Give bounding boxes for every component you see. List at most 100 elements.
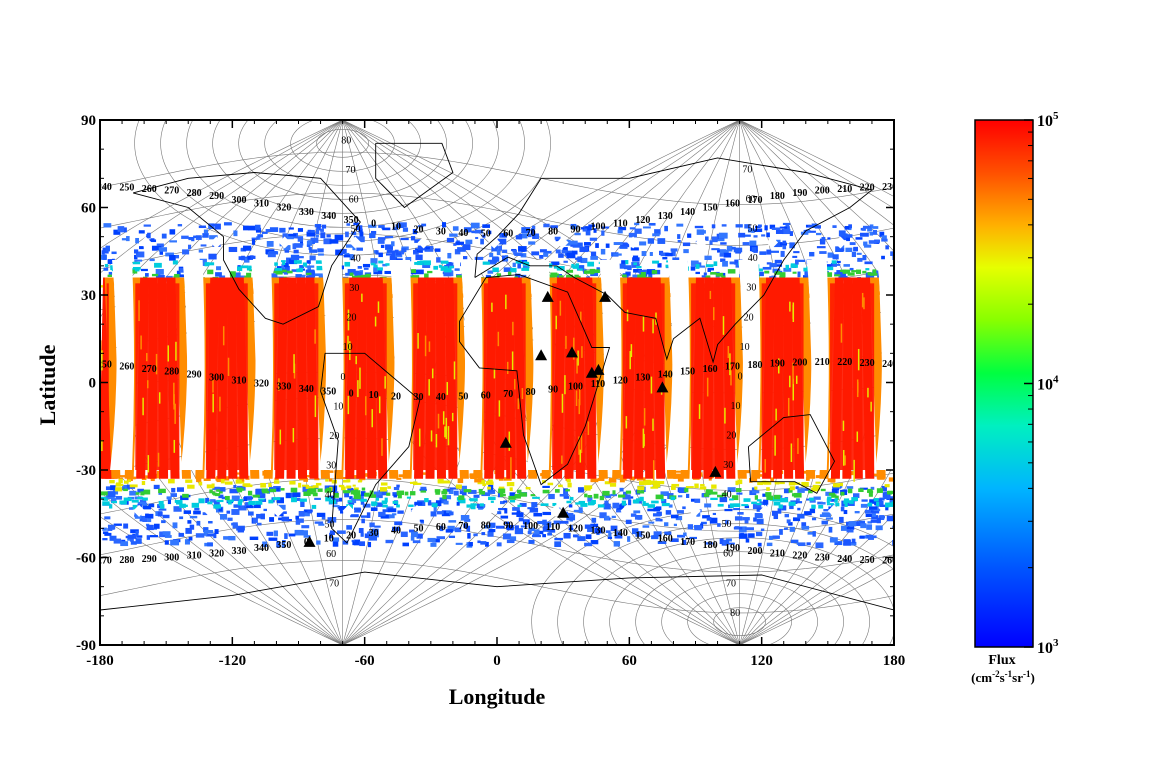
coverage-hole (417, 236, 430, 249)
flux-streak (222, 326, 225, 346)
flux-mid-cell (778, 504, 783, 509)
flux-streak (792, 378, 795, 401)
flux-mid-cell (102, 498, 109, 501)
lat-label-east: 60 (746, 194, 756, 205)
flux-low-cell (321, 224, 327, 229)
grid-parallel (160, 120, 525, 242)
flux-low-cell (251, 238, 256, 245)
flux-low-cell (497, 238, 507, 245)
flux-low-cell (347, 268, 356, 274)
flux-low-cell (735, 263, 741, 268)
flux-low-cell (444, 488, 451, 492)
flux-streak (512, 321, 514, 336)
flux-low-cell (801, 522, 807, 529)
flux-mid-cell (590, 478, 599, 483)
flux-low-cell (297, 228, 304, 232)
track-label-upper: 120 (635, 215, 650, 226)
flux-mid-cell (758, 474, 763, 477)
flux-low-cell (121, 484, 130, 490)
lat-label-west: 60 (326, 549, 336, 560)
flux-mid-cell (396, 504, 400, 508)
flux-mid-cell (815, 481, 821, 484)
flux-low-cell (797, 488, 805, 493)
coverage-hole (695, 236, 708, 249)
track-label-lower: 10 (324, 534, 334, 545)
flux-low-cell (427, 537, 436, 543)
flux-low-cell (527, 233, 532, 238)
flux-streak (175, 341, 177, 361)
flux-low-cell (370, 507, 378, 511)
flux-low-cell (266, 531, 274, 536)
flux-streak (278, 378, 280, 391)
flux-mid-cell (191, 502, 200, 508)
lat-label-west: 80 (341, 135, 351, 146)
flux-low-cell (764, 225, 768, 231)
flux-low-cell (590, 523, 599, 528)
flux-low-cell (352, 246, 356, 251)
x-tick-label: 180 (883, 653, 906, 669)
flux-low-cell (738, 526, 747, 533)
flux-mid-cell (224, 481, 233, 485)
flux-low-cell (488, 230, 492, 235)
flux-streak (565, 335, 567, 349)
track-label-equator: 140 (658, 370, 673, 381)
flux-low-cell (580, 227, 585, 230)
flux-low-cell (212, 486, 220, 490)
flux-mid-cell (503, 477, 512, 481)
flux-streak (359, 367, 361, 389)
flux-streak (564, 375, 566, 395)
coverage-gap (597, 260, 622, 470)
colorbar-title: Flux (988, 653, 1015, 668)
flux-low-cell (382, 263, 388, 267)
track-label-equator: 40 (436, 392, 446, 403)
flux-low-cell (384, 270, 392, 274)
flux-mid-cell (458, 495, 465, 500)
flux-low-cell (549, 528, 556, 533)
flux-low-cell (828, 526, 833, 533)
flux-low-cell (694, 225, 704, 229)
flux-mid-cell (652, 260, 660, 264)
flux-low-cell (770, 250, 779, 253)
flux-mid-cell (111, 500, 118, 504)
flux-low-cell (223, 536, 232, 540)
flux-mid-cell (137, 496, 144, 500)
flux-low-cell (639, 241, 647, 246)
flux-streak (650, 376, 653, 394)
flux-mid-cell (566, 478, 571, 483)
track-label-upper: 280 (187, 188, 202, 199)
flux-low-cell (617, 229, 623, 234)
flux-low-cell (542, 519, 547, 526)
flux-low-cell (653, 506, 661, 512)
flux-low-cell (511, 512, 520, 515)
flux-mid-cell (118, 475, 127, 478)
track-label-lower: 40 (391, 526, 401, 537)
flux-mid-cell (737, 479, 743, 485)
grid-meridian (100, 120, 343, 645)
flux-mid-cell (478, 488, 483, 493)
flux-streak (578, 436, 580, 455)
flux-low-cell (497, 511, 502, 515)
flux-low-cell (712, 512, 717, 516)
flux-mid-cell (566, 275, 574, 279)
flux-mid-cell (554, 489, 560, 493)
flux-low-cell (229, 489, 239, 494)
flux-low-cell (462, 244, 471, 251)
lat-label-west: 50 (325, 520, 335, 531)
flux-mid-cell (440, 260, 449, 264)
flux-low-cell (305, 269, 315, 275)
flux-low-cell (623, 493, 628, 496)
track-label-equator: 350 (321, 387, 336, 398)
flux-low-cell (134, 259, 143, 262)
flux-low-cell (414, 502, 423, 506)
colorbar-scale (974, 119, 1034, 648)
flux-low-cell (815, 542, 824, 549)
flux-low-cell (648, 521, 655, 524)
flux-low-cell (328, 485, 338, 491)
flux-low-cell (699, 265, 706, 268)
flux-streak (712, 307, 715, 321)
flux-mid-cell (703, 493, 710, 497)
flux-low-cell (285, 233, 294, 240)
flux-mid-cell (154, 262, 162, 268)
flux-low-cell (459, 490, 464, 495)
flux-low-cell (848, 224, 852, 229)
